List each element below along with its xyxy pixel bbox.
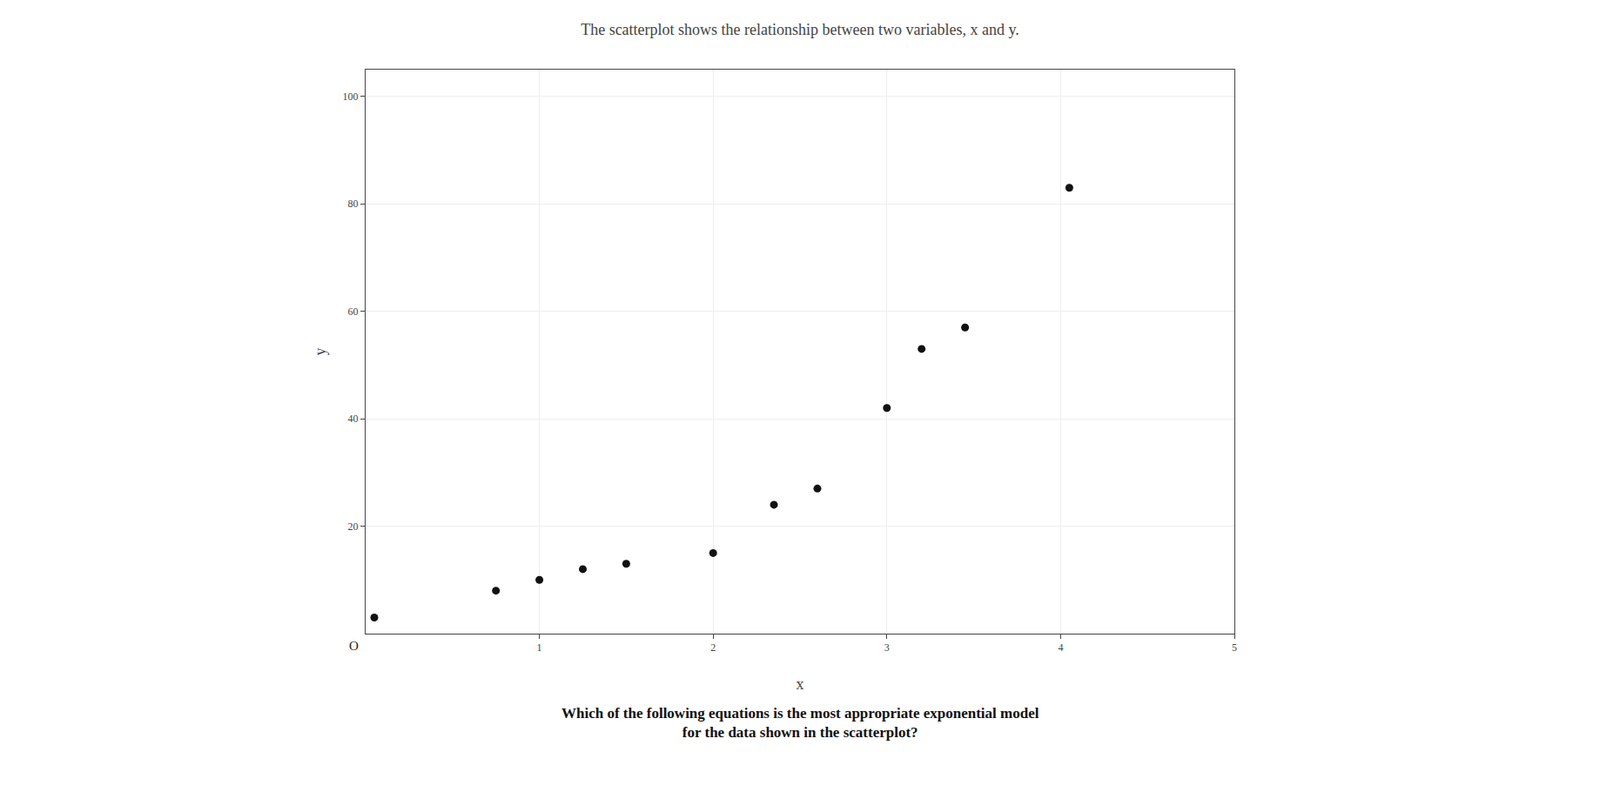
svg-text:x: x	[796, 675, 805, 693]
svg-text:20: 20	[348, 520, 359, 533]
svg-text:O: O	[349, 638, 359, 653]
svg-text:Which of the following equatio: Which of the following equations is the …	[561, 705, 1040, 741]
svg-text:2: 2	[710, 641, 716, 654]
svg-text:80: 80	[348, 197, 359, 210]
svg-text:4: 4	[1057, 641, 1063, 654]
svg-text:1: 1	[537, 641, 543, 654]
svg-text:y: y	[311, 348, 330, 357]
svg-text:The scatterplot shows the rela: The scatterplot shows the relationship b…	[580, 20, 1020, 39]
svg-text:3: 3	[884, 641, 890, 654]
svg-text:40: 40	[348, 412, 359, 425]
svg-text:100: 100	[342, 90, 359, 103]
svg-text:5: 5	[1231, 641, 1237, 654]
svg-text:60: 60	[348, 305, 359, 318]
